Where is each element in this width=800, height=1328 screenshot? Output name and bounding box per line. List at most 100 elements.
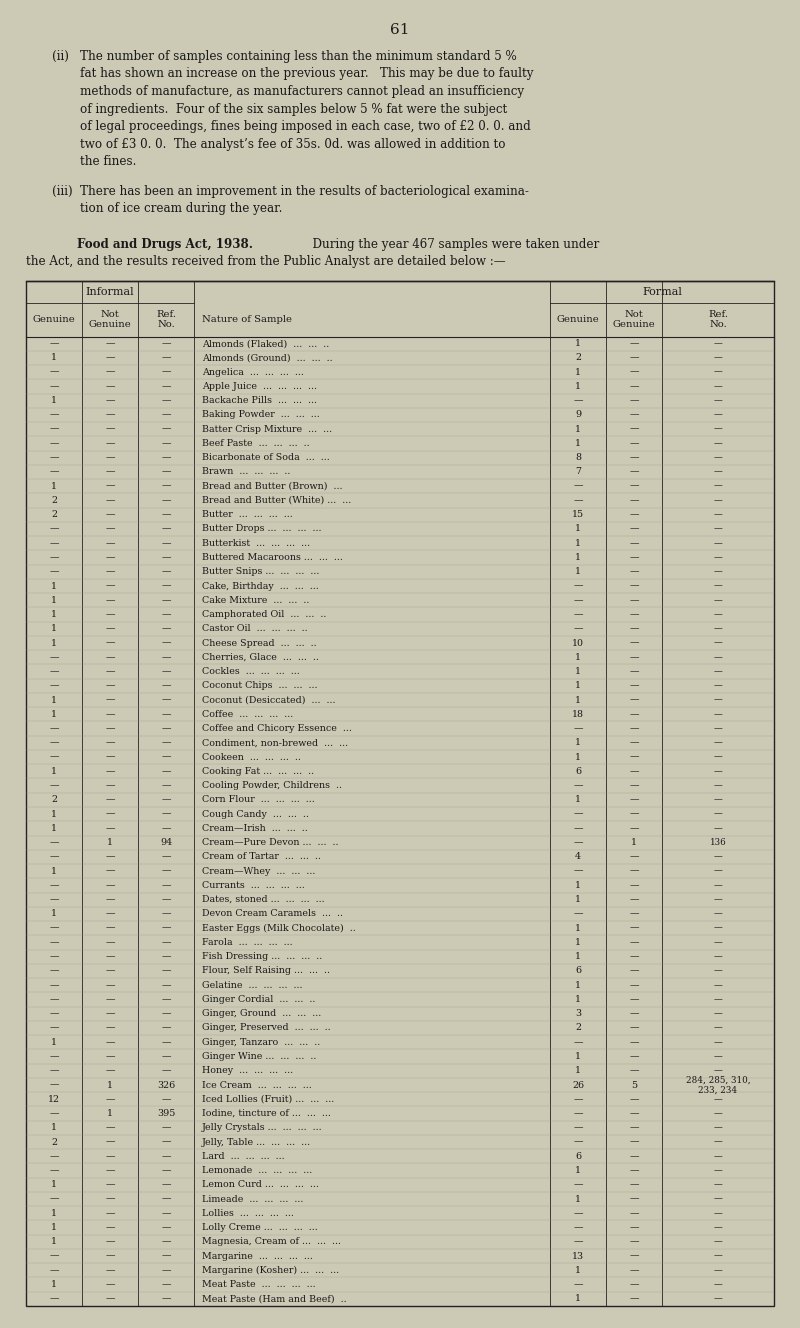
- Text: 7: 7: [575, 467, 581, 477]
- Text: —: —: [714, 467, 722, 477]
- Bar: [26, 280, 774, 1305]
- Text: —: —: [106, 1138, 114, 1146]
- Text: —: —: [714, 853, 722, 862]
- Text: —: —: [714, 924, 722, 932]
- Text: —: —: [106, 1151, 114, 1161]
- Text: —: —: [162, 1094, 170, 1104]
- Text: —: —: [714, 653, 722, 661]
- Text: —: —: [714, 525, 722, 534]
- Text: —: —: [574, 781, 582, 790]
- Text: Devon Cream Caramels  ...  ..: Devon Cream Caramels ... ..: [202, 910, 343, 919]
- Text: —: —: [162, 810, 170, 818]
- Text: —: —: [574, 910, 582, 919]
- Text: Almonds (Ground)  ...  ...  ..: Almonds (Ground) ... ... ..: [202, 353, 333, 363]
- Text: —: —: [630, 467, 638, 477]
- Text: —: —: [714, 681, 722, 691]
- Text: 3: 3: [575, 1009, 581, 1019]
- Text: 1: 1: [575, 880, 581, 890]
- Text: —: —: [162, 1009, 170, 1019]
- Text: —: —: [714, 952, 722, 961]
- Text: 1: 1: [575, 1295, 581, 1303]
- Text: 1: 1: [51, 610, 57, 619]
- Text: —: —: [106, 368, 114, 377]
- Text: Easter Eggs (Milk Chocolate)  ..: Easter Eggs (Milk Chocolate) ..: [202, 923, 356, 932]
- Text: —: —: [162, 696, 170, 705]
- Text: There has been an improvement in the results of bacteriological examina-: There has been an improvement in the res…: [80, 185, 529, 198]
- Text: —: —: [162, 510, 170, 519]
- Text: —: —: [106, 710, 114, 718]
- Text: 1: 1: [575, 795, 581, 805]
- Text: (ii): (ii): [52, 50, 69, 62]
- Text: Lolly Creme ...  ...  ...  ...: Lolly Creme ... ... ... ...: [202, 1223, 318, 1232]
- Text: 12: 12: [48, 1094, 60, 1104]
- Text: Jelly, Table ...  ...  ...  ...: Jelly, Table ... ... ... ...: [202, 1138, 311, 1146]
- Text: —: —: [162, 1151, 170, 1161]
- Text: —: —: [106, 766, 114, 776]
- Text: —: —: [50, 895, 58, 904]
- Text: —: —: [106, 995, 114, 1004]
- Text: —: —: [50, 667, 58, 676]
- Text: Genuine: Genuine: [33, 315, 75, 324]
- Text: Magnesia, Cream of ...  ...  ...: Magnesia, Cream of ... ... ...: [202, 1238, 341, 1247]
- Text: —: —: [574, 396, 582, 405]
- Text: 1: 1: [51, 1223, 57, 1232]
- Text: —: —: [106, 353, 114, 363]
- Text: Baking Powder  ...  ...  ...: Baking Powder ... ... ...: [202, 410, 320, 420]
- Text: —: —: [50, 453, 58, 462]
- Text: Ginger, Preserved  ...  ...  ..: Ginger, Preserved ... ... ..: [202, 1024, 330, 1032]
- Text: —: —: [630, 952, 638, 961]
- Text: —: —: [630, 753, 638, 761]
- Text: —: —: [714, 495, 722, 505]
- Text: Cream of Tartar  ...  ...  ..: Cream of Tartar ... ... ..: [202, 853, 321, 862]
- Text: Genuine: Genuine: [557, 315, 599, 324]
- Text: —: —: [574, 1094, 582, 1104]
- Text: —: —: [162, 639, 170, 648]
- Text: —: —: [574, 823, 582, 833]
- Text: —: —: [630, 823, 638, 833]
- Text: —: —: [630, 1094, 638, 1104]
- Text: 1: 1: [631, 838, 637, 847]
- Text: Coconut Chips  ...  ...  ...: Coconut Chips ... ... ...: [202, 681, 318, 691]
- Text: —: —: [50, 382, 58, 390]
- Text: —: —: [162, 525, 170, 534]
- Text: —: —: [630, 624, 638, 633]
- Text: —: —: [630, 738, 638, 748]
- Text: —: —: [714, 753, 722, 761]
- Text: 6: 6: [575, 967, 581, 976]
- Text: —: —: [574, 1109, 582, 1118]
- Text: —: —: [162, 539, 170, 547]
- Text: —: —: [50, 681, 58, 691]
- Text: Lemon Curd ...  ...  ...  ...: Lemon Curd ... ... ... ...: [202, 1181, 319, 1190]
- Text: —: —: [714, 895, 722, 904]
- Text: Cooling Powder, Childrens  ..: Cooling Powder, Childrens ..: [202, 781, 342, 790]
- Text: —: —: [106, 639, 114, 648]
- Text: —: —: [106, 795, 114, 805]
- Text: —: —: [162, 910, 170, 919]
- Text: of ingredients.  Four of the six samples below 5 % fat were the subject: of ingredients. Four of the six samples …: [80, 102, 507, 116]
- Text: —: —: [162, 710, 170, 718]
- Text: —: —: [630, 1009, 638, 1019]
- Text: 1: 1: [575, 440, 581, 448]
- Text: 1: 1: [575, 567, 581, 576]
- Text: —: —: [162, 1066, 170, 1076]
- Text: —: —: [50, 1295, 58, 1303]
- Text: —: —: [714, 938, 722, 947]
- Text: —: —: [162, 795, 170, 805]
- Text: —: —: [714, 1109, 722, 1118]
- Text: —: —: [106, 410, 114, 420]
- Text: —: —: [106, 667, 114, 676]
- Text: Iodine, tincture of ...  ...  ...: Iodine, tincture of ... ... ...: [202, 1109, 331, 1118]
- Text: 1: 1: [575, 995, 581, 1004]
- Text: Cream—Pure Devon ...  ...  ..: Cream—Pure Devon ... ... ..: [202, 838, 338, 847]
- Text: —: —: [162, 425, 170, 434]
- Text: —: —: [714, 510, 722, 519]
- Text: —: —: [50, 1066, 58, 1076]
- Text: —: —: [50, 567, 58, 576]
- Text: 6: 6: [575, 766, 581, 776]
- Text: 1: 1: [575, 525, 581, 534]
- Text: —: —: [630, 440, 638, 448]
- Text: —: —: [106, 952, 114, 961]
- Text: —: —: [106, 1251, 114, 1260]
- Text: Ginger Cordial  ...  ...  ..: Ginger Cordial ... ... ..: [202, 995, 315, 1004]
- Text: —: —: [630, 681, 638, 691]
